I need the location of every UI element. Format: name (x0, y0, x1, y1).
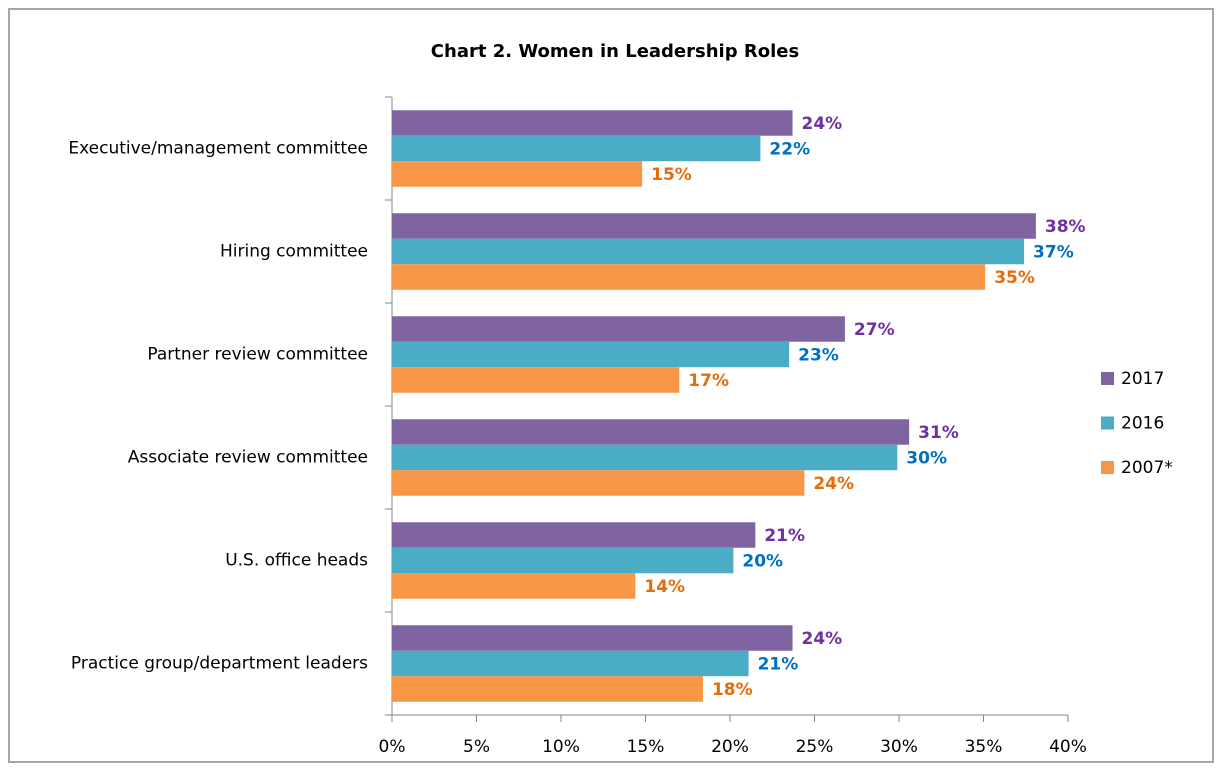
y-tick-label: Hiring committee (220, 242, 368, 262)
bar (392, 470, 805, 496)
value-label: 21% (764, 526, 805, 546)
x-tick-label: 0% (379, 737, 406, 757)
value-label: 14% (644, 577, 685, 597)
y-tick-label: Associate review committee (128, 448, 368, 468)
x-tick-label: 15% (627, 737, 665, 757)
bar (392, 419, 910, 445)
x-tick-label: 10% (542, 737, 580, 757)
value-label: 15% (651, 165, 692, 185)
chart-title: Chart 2. Women in Leadership Roles (431, 41, 799, 62)
value-label: 23% (798, 346, 839, 366)
bar (392, 650, 749, 677)
value-label: 27% (854, 320, 895, 340)
bar (392, 573, 636, 599)
bar (392, 161, 643, 187)
legend-label: 2016 (1121, 414, 1164, 434)
value-label: 17% (688, 371, 729, 391)
bar (392, 444, 898, 471)
value-label: 37% (1033, 243, 1074, 263)
bar (392, 341, 790, 368)
value-label: 38% (1045, 217, 1086, 237)
value-label: 24% (802, 114, 843, 134)
bar (392, 316, 845, 342)
value-label: 21% (758, 655, 799, 675)
legend-label: 2017 (1121, 369, 1164, 389)
bar (392, 367, 680, 393)
x-tick-label: 5% (463, 737, 490, 757)
value-label: 24% (802, 629, 843, 649)
legend-swatch (1101, 461, 1114, 474)
bar (392, 110, 793, 136)
legend-label: 2007* (1121, 458, 1173, 478)
value-label: 24% (813, 474, 854, 494)
y-tick-label: U.S. office heads (225, 551, 368, 571)
legend-swatch (1101, 372, 1114, 385)
x-tick-label: 30% (880, 737, 918, 757)
value-label: 20% (742, 552, 783, 572)
value-label: 22% (769, 140, 810, 160)
bar (392, 522, 756, 548)
bar (392, 625, 793, 651)
x-tick-label: 40% (1049, 737, 1087, 757)
bar (392, 547, 734, 574)
bar (392, 676, 703, 702)
value-label: 31% (918, 423, 959, 443)
bar (392, 264, 986, 290)
bar (392, 238, 1025, 265)
value-label: 18% (712, 680, 753, 700)
bar (392, 213, 1036, 239)
x-tick-label: 35% (965, 737, 1003, 757)
value-label: 35% (994, 268, 1035, 288)
x-tick-label: 25% (796, 737, 834, 757)
x-tick-label: 20% (711, 737, 749, 757)
bar (392, 135, 761, 162)
y-tick-label: Practice group/department leaders (71, 654, 368, 674)
value-label: 30% (906, 449, 947, 469)
y-tick-label: Partner review committee (147, 345, 368, 365)
legend-swatch (1101, 416, 1114, 430)
y-tick-label: Executive/management committee (68, 139, 368, 159)
